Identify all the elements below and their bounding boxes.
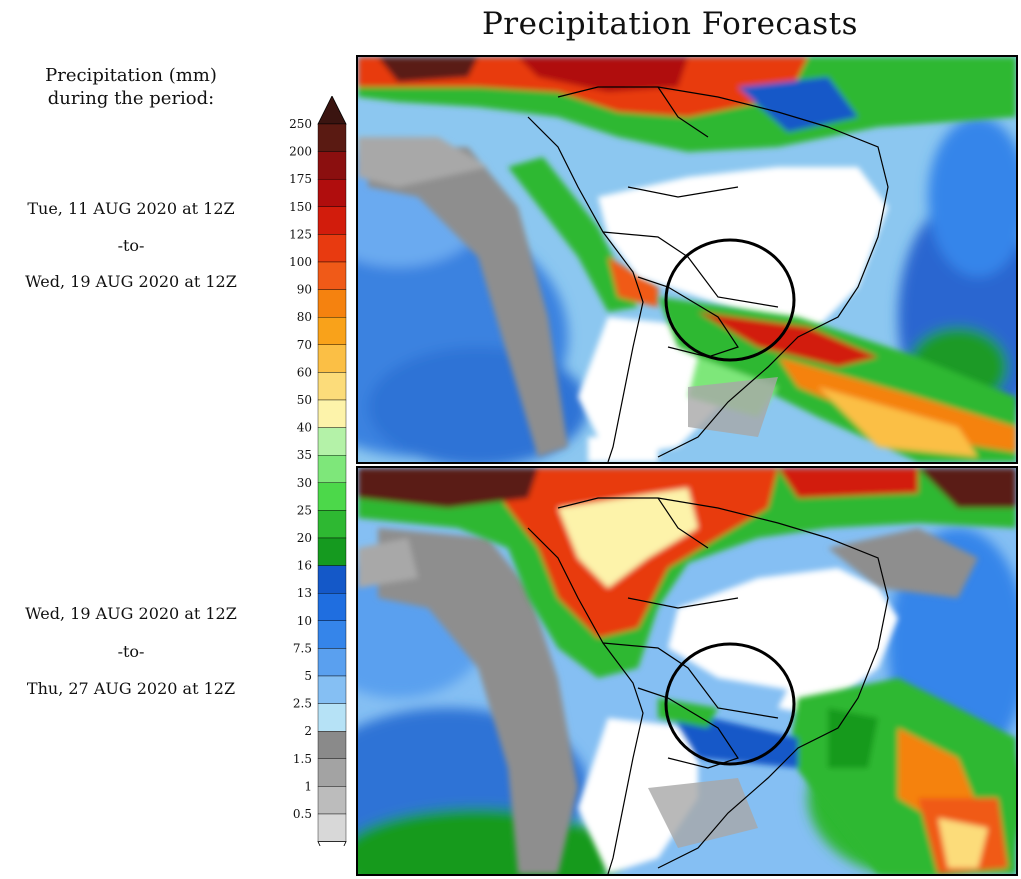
- highlight-circle-period-2: [664, 642, 796, 766]
- colorbar-tick-label: 175: [289, 172, 312, 186]
- colorbar-tick-label: 10: [297, 614, 312, 628]
- colorbar-tick-label: 20: [297, 531, 312, 545]
- colorbar-swatch: [317, 731, 347, 760]
- colorbar-swatch: [317, 565, 347, 594]
- colorbar-tick-label: 50: [297, 393, 312, 407]
- colorbar-swatch: [317, 758, 347, 787]
- colorbar-tick-label: 5: [304, 669, 312, 683]
- colorbar-tick-label: 16: [297, 559, 312, 573]
- colorbar-swatch: [317, 593, 347, 622]
- precipitation-colorbar: 2502001751501251009080706050403530252016…: [289, 96, 347, 846]
- colorbar-swatch: [317, 510, 347, 539]
- colorbar-swatch: [317, 427, 347, 456]
- colorbar-swatch: [317, 813, 347, 842]
- period-1-end: Wed, 19 AUG 2020 at 12Z: [25, 272, 237, 291]
- colorbar-swatch: [317, 675, 347, 704]
- legend-heading-line2: during the period:: [47, 88, 215, 109]
- colorbar-swatch: [317, 261, 347, 290]
- colorbar-swatch: [317, 399, 347, 428]
- colorbar-tick-label: 1: [304, 779, 312, 793]
- colorbar-swatch: [317, 620, 347, 649]
- colorbar-swatch: [317, 786, 347, 815]
- colorbar-swatch: [317, 648, 347, 677]
- legend-heading: Precipitation (mm) during the period:: [0, 64, 262, 110]
- colorbar-swatch: [317, 344, 347, 373]
- colorbar-tick-label: 250: [289, 117, 312, 131]
- colorbar-swatch: [317, 289, 347, 318]
- colorbar-swatch: [317, 234, 347, 263]
- period-2-separator: -to-: [117, 642, 145, 661]
- precip-field-period-1: [358, 57, 1016, 462]
- colorbar-tick-label: 80: [297, 310, 312, 324]
- colorbar-tick-label: 60: [297, 365, 312, 379]
- colorbar-swatch: [317, 316, 347, 345]
- colorbar-tick-label: 125: [289, 227, 312, 241]
- precip-field-period-2: [358, 468, 1016, 874]
- colorbar-tick-label: 2: [304, 724, 312, 738]
- colorbar-swatch: [317, 482, 347, 511]
- colorbar-swatch: [317, 703, 347, 732]
- period-2-end: Thu, 27 AUG 2020 at 12Z: [26, 679, 236, 698]
- colorbar-top-arrow: [317, 96, 347, 125]
- colorbar-bottom-arrow: [317, 841, 347, 846]
- period-2-start: Wed, 19 AUG 2020 at 12Z: [25, 604, 237, 623]
- colorbar-tick-label: 150: [289, 200, 312, 214]
- colorbar-tick-label: 35: [297, 448, 312, 462]
- country-borders-period-1: [527, 86, 889, 462]
- colorbar-tick-label: 7.5: [293, 641, 312, 655]
- colorbar-swatch: [317, 372, 347, 401]
- colorbar-tick-label: 30: [297, 476, 312, 490]
- colorbar-swatch: [317, 206, 347, 235]
- colorbar-tick-label: 100: [289, 255, 312, 269]
- colorbar-swatch: [317, 537, 347, 566]
- colorbar-swatch: [317, 455, 347, 484]
- highlight-circle-period-1: [664, 238, 796, 362]
- colorbar-tick-label: 70: [297, 338, 312, 352]
- map-panel-period-2: [356, 466, 1018, 876]
- colorbar-tick-label: 13: [297, 586, 312, 600]
- legend-heading-line1: Precipitation (mm): [45, 65, 217, 86]
- colorbar-tick-label: 90: [297, 283, 312, 297]
- country-borders-period-2: [527, 497, 889, 874]
- colorbar-tick-label: 25: [297, 503, 312, 517]
- colorbar-tick-label: 0.5: [293, 807, 312, 821]
- colorbar-tick-label: 40: [297, 421, 312, 435]
- colorbar-swatch: [317, 123, 347, 152]
- period-1-start: Tue, 11 AUG 2020 at 12Z: [27, 199, 235, 218]
- colorbar-swatch: [317, 151, 347, 180]
- colorbar-tick-label: 1.5: [293, 752, 312, 766]
- figure-title: Precipitation Forecasts: [481, 6, 859, 42]
- colorbar-swatch: [317, 178, 347, 207]
- colorbar-tick-label: 2.5: [293, 697, 312, 711]
- period-1-separator: -to-: [117, 236, 145, 255]
- colorbar-tick-label: 200: [289, 145, 312, 159]
- map-panel-period-1: [356, 55, 1018, 464]
